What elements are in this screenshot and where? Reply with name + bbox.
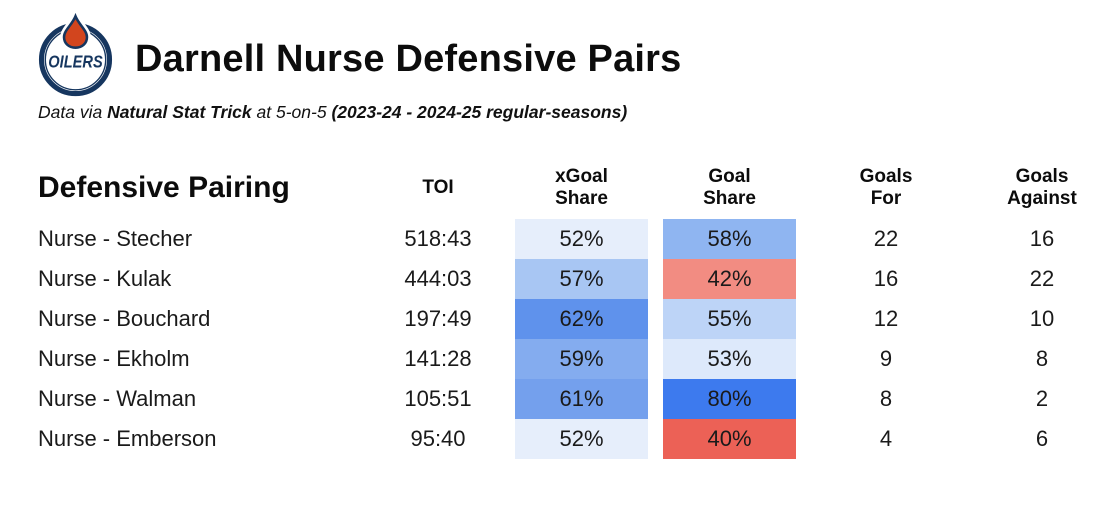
column-header-toi: TOI <box>422 176 454 198</box>
goal-share-cell: 42% <box>663 259 796 299</box>
goals-against-cell: 10 <box>1029 306 1055 331</box>
oilers-logo: OILERS <box>33 12 118 97</box>
goals-against-cell: 22 <box>1029 266 1055 291</box>
toi-cell: 197:49 <box>404 306 472 331</box>
goals-for-cell: 4 <box>879 426 893 451</box>
column-header-xgoal-share: xGoal Share <box>555 165 608 209</box>
goals-against-cell: 2 <box>1035 386 1049 411</box>
page-title: Darnell Nurse Defensive Pairs <box>135 38 682 80</box>
table-row: Nurse - Emberson 95:40 52% 40% 4 6 <box>38 419 1117 459</box>
table-row: Nurse - Bouchard 197:49 62% 55% 12 10 <box>38 299 1117 339</box>
goal-share-cell: 55% <box>663 299 796 339</box>
goal-share-cell: 58% <box>663 219 796 259</box>
goal-share-cell: 53% <box>663 339 796 379</box>
toi-cell: 105:51 <box>404 386 472 411</box>
column-header-goal-share: Goal Share <box>703 165 756 209</box>
xgoal-share-cell: 57% <box>515 259 648 299</box>
pairing-cell: Nurse - Stecher <box>38 226 193 251</box>
column-header-defensive-pairing: Defensive Pairing <box>38 171 290 205</box>
subtitle-source: Natural Stat Trick <box>107 102 252 122</box>
toi-cell: 444:03 <box>404 266 472 291</box>
goal-share-cell: 40% <box>663 419 796 459</box>
logo-wordmark: OILERS <box>48 51 102 71</box>
xgoal-share-cell: 61% <box>515 379 648 419</box>
goals-for-cell: 12 <box>873 306 899 331</box>
column-header-goals-against: Goals Against <box>1007 165 1077 209</box>
pairing-cell: Nurse - Emberson <box>38 426 217 451</box>
table-row: Nurse - Kulak 444:03 57% 42% 16 22 <box>38 259 1117 299</box>
subtitle-middle: at 5-on-5 <box>251 102 332 122</box>
goals-against-cell: 16 <box>1029 226 1055 251</box>
table-header-row: Defensive Pairing TOI xGoal Share Goal S… <box>38 157 1117 219</box>
defensive-pairs-table: Defensive Pairing TOI xGoal Share Goal S… <box>0 157 1117 459</box>
pairing-cell: Nurse - Walman <box>38 386 197 411</box>
masthead: OILERS Darnell Nurse Defensive Pairs <box>0 0 1117 97</box>
subtitle: Data via Natural Stat Trick at 5-on-5 (2… <box>38 102 1117 123</box>
pairing-cell: Nurse - Bouchard <box>38 306 211 331</box>
table-row: Nurse - Walman 105:51 61% 80% 8 2 <box>38 379 1117 419</box>
xgoal-share-cell: 59% <box>515 339 648 379</box>
goals-for-cell: 16 <box>873 266 899 291</box>
subtitle-prefix: Data via <box>38 102 108 122</box>
xgoal-share-cell: 52% <box>515 419 648 459</box>
table-body: Nurse - Stecher 518:43 52% 58% 22 16 Nur… <box>38 219 1117 459</box>
column-header-goals-for: Goals For <box>859 165 913 209</box>
goals-against-cell: 6 <box>1035 426 1049 451</box>
toi-cell: 95:40 <box>410 426 466 451</box>
xgoal-share-cell: 52% <box>515 219 648 259</box>
toi-cell: 518:43 <box>404 226 472 251</box>
table-row: Nurse - Stecher 518:43 52% 58% 22 16 <box>38 219 1117 259</box>
oilers-logo-graphic: OILERS <box>38 12 113 97</box>
table-row: Nurse - Ekholm 141:28 59% 53% 9 8 <box>38 339 1117 379</box>
goals-against-cell: 8 <box>1035 346 1049 371</box>
toi-cell: 141:28 <box>404 346 472 371</box>
goals-for-cell: 22 <box>873 226 899 251</box>
subtitle-seasons: (2023-24 - 2024-25 regular-seasons) <box>331 102 628 122</box>
pairing-cell: Nurse - Kulak <box>38 266 172 291</box>
xgoal-share-cell: 62% <box>515 299 648 339</box>
goals-for-cell: 8 <box>879 386 893 411</box>
goal-share-cell: 80% <box>663 379 796 419</box>
goals-for-cell: 9 <box>879 346 893 371</box>
pairing-cell: Nurse - Ekholm <box>38 346 190 371</box>
